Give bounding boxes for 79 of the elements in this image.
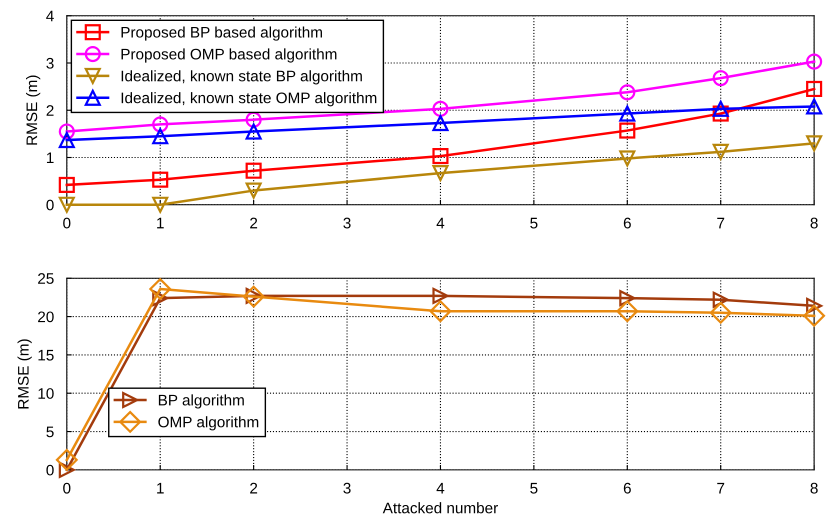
y-tick-label: 15 xyxy=(38,350,54,361)
point xyxy=(246,162,262,179)
point xyxy=(619,106,636,122)
x-tick-label: 7 xyxy=(717,482,724,494)
point xyxy=(432,148,449,164)
y-tick-label: 25 xyxy=(38,273,54,284)
point xyxy=(432,288,449,304)
point xyxy=(246,123,262,140)
point xyxy=(152,196,168,213)
point xyxy=(712,292,729,308)
point xyxy=(712,70,729,86)
y-tick-label: 2 xyxy=(46,105,54,116)
x-tick-label: 5 xyxy=(530,482,538,494)
point xyxy=(712,100,729,117)
y-tick-label: 1 xyxy=(46,152,54,164)
y-axis-title: RMSE (m) xyxy=(26,76,40,145)
point xyxy=(242,286,265,308)
x-tick-label: 8 xyxy=(810,218,818,228)
y-tick-label: 0 xyxy=(46,200,54,210)
x-tick-label: 0 xyxy=(63,218,70,228)
x-tick-label: 2 xyxy=(250,218,258,228)
legend-label: Idealized, known state BP algorithm xyxy=(122,70,362,84)
y-tick-label: 10 xyxy=(38,388,54,399)
point xyxy=(712,144,729,160)
point xyxy=(58,132,75,148)
point xyxy=(806,298,822,314)
point xyxy=(619,150,636,166)
x-tick-label: 1 xyxy=(157,482,164,494)
point xyxy=(58,196,75,213)
point xyxy=(619,290,636,306)
x-tick-label: 5 xyxy=(530,218,538,228)
x-tick-label: 7 xyxy=(717,218,724,228)
x-tick-label: 1 xyxy=(157,218,164,228)
point xyxy=(152,172,168,188)
point xyxy=(806,80,822,98)
y-tick-label: 3 xyxy=(46,58,54,69)
y-tick-label: 4 xyxy=(46,10,54,22)
point xyxy=(152,116,168,132)
point xyxy=(432,114,449,132)
point xyxy=(246,112,262,128)
point xyxy=(806,135,822,152)
x-tick-label: 6 xyxy=(624,218,631,228)
point xyxy=(430,300,452,322)
point xyxy=(806,98,822,115)
x-axis-title: Attacked number xyxy=(382,502,498,514)
x-tick-label: 8 xyxy=(810,482,818,494)
y-tick-label: 0 xyxy=(46,464,54,476)
point xyxy=(619,122,636,139)
x-tick-label: 3 xyxy=(343,218,351,228)
y-axis-title: RMSE (m) xyxy=(18,339,32,408)
point xyxy=(58,123,75,140)
point xyxy=(432,100,449,117)
y-tick-label: 20 xyxy=(38,311,54,322)
legend-label: Proposed OMP based algorithm xyxy=(122,48,336,63)
legend-label: Idealized, known state OMP algorithm xyxy=(122,92,376,106)
point xyxy=(710,302,732,324)
x-tick-label: 4 xyxy=(436,218,444,228)
legend-label: BP algorithm xyxy=(158,394,244,409)
x-tick-label: 4 xyxy=(436,482,444,494)
point xyxy=(58,462,75,478)
x-tick-label: 0 xyxy=(63,482,70,494)
x-tick-label: 6 xyxy=(624,482,631,494)
x-tick-label: 2 xyxy=(250,482,258,494)
x-tick-label: 3 xyxy=(343,482,351,494)
point xyxy=(149,278,172,300)
legend-label: OMP algorithm xyxy=(158,416,258,430)
point xyxy=(803,304,826,327)
point xyxy=(432,165,449,182)
point xyxy=(712,106,729,122)
point xyxy=(58,176,75,193)
point xyxy=(619,84,636,100)
y-tick-label: 5 xyxy=(46,426,54,438)
point xyxy=(246,182,262,199)
point xyxy=(152,290,168,306)
legend-label: Proposed BP based algorithm xyxy=(122,26,322,41)
point xyxy=(56,448,78,471)
point xyxy=(616,300,638,322)
point xyxy=(806,54,822,70)
point xyxy=(152,128,168,144)
